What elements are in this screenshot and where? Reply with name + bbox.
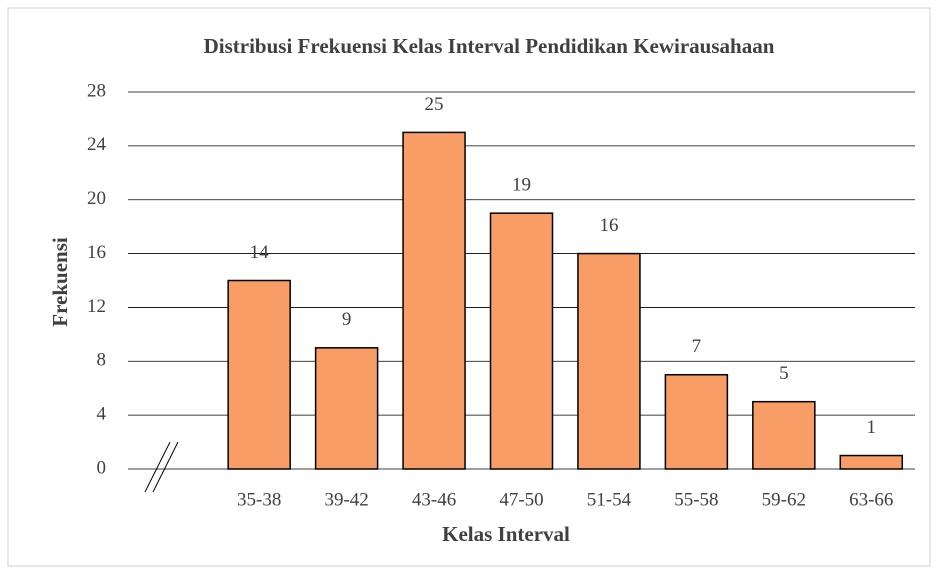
y-axis-label: Frekuensi	[48, 237, 72, 327]
x-tick-label: 39-42	[324, 489, 368, 510]
y-tick-label: 20	[87, 188, 106, 209]
axis-break	[144, 441, 171, 493]
y-tick-label: 0	[97, 457, 107, 478]
bar	[314, 347, 379, 470]
bar	[664, 374, 729, 470]
y-tick-label: 4	[97, 404, 107, 425]
x-tick-label: 43-46	[412, 489, 456, 510]
x-tick-label: 59-62	[762, 489, 806, 510]
x-tick-label: 63-66	[849, 489, 893, 510]
bar	[402, 131, 466, 470]
data-label: 7	[692, 336, 702, 357]
bar	[752, 400, 816, 470]
x-tick-label: 35-38	[237, 489, 281, 510]
x-tick-label: 47-50	[499, 489, 543, 510]
chart-border	[7, 7, 931, 567]
data-label: 5	[779, 363, 789, 384]
data-label: 9	[342, 309, 352, 330]
x-tick-label: 55-58	[674, 489, 718, 510]
data-label: 14	[250, 242, 270, 263]
x-axis-label: Kelas Interval	[442, 522, 570, 546]
bar	[577, 252, 641, 470]
y-tick-label: 8	[97, 350, 107, 371]
axis-break	[152, 441, 179, 493]
data-label: 16	[599, 215, 618, 236]
bar	[839, 454, 904, 470]
y-tick-label: 16	[87, 242, 106, 263]
bar	[227, 279, 291, 470]
y-tick-label: 28	[87, 80, 106, 101]
y-tick-label: 12	[87, 296, 106, 317]
bar	[489, 212, 554, 470]
data-label: 1	[867, 417, 877, 438]
data-label: 25	[425, 94, 444, 115]
chart-title: Distribusi Frekuensi Kelas Interval Pend…	[204, 34, 775, 58]
data-label: 19	[512, 175, 531, 196]
y-tick-label: 24	[87, 134, 107, 155]
x-tick-label: 51-54	[587, 489, 632, 510]
